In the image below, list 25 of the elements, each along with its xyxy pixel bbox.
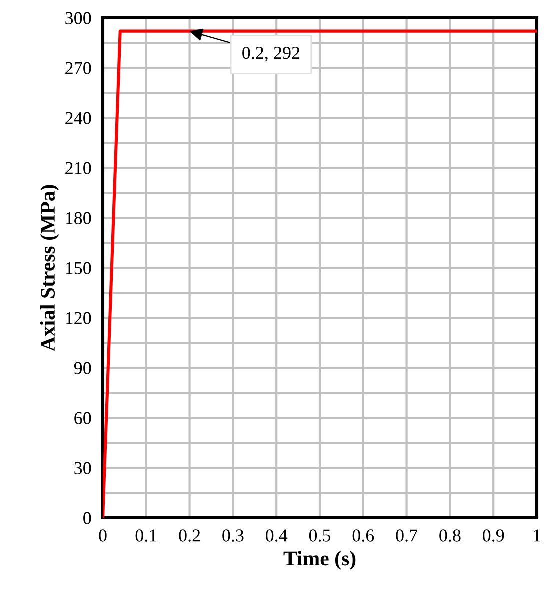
annotation: 0.2, 292: [242, 47, 300, 62]
y-tick-label: 270: [66, 62, 92, 74]
x-tick-label: 0.4: [266, 530, 288, 542]
x-tick-label: 0.9: [483, 530, 504, 542]
x-tick-label: 1: [534, 530, 540, 542]
x-tick-label: 0.2: [179, 530, 200, 542]
y-tick-label: 0: [84, 512, 92, 524]
y-axis-title: Axial Stress (MPa): [40, 185, 60, 352]
y-tick-label: 150: [66, 262, 92, 274]
x-tick-label: 0: [99, 530, 107, 542]
x-tick-label: 0.8: [440, 530, 461, 542]
y-tick-label: 240: [66, 112, 92, 124]
y-tick-label: 120: [66, 312, 92, 324]
y-tick-label: 90: [74, 362, 92, 374]
y-tick-label: 210: [66, 162, 92, 174]
y-tick-label: 300: [66, 12, 92, 24]
x-tick-label: 0.5: [309, 530, 331, 542]
y-tick-label: 30: [74, 462, 92, 474]
y-tick-label: 60: [74, 412, 92, 424]
x-axis-title: Time (s): [284, 551, 356, 570]
x-tick-label: 0.6: [352, 530, 374, 542]
y-tick-label: 180: [66, 212, 92, 224]
x-tick-label: 0.3: [222, 530, 244, 542]
x-tick-label: 0.1: [136, 530, 157, 542]
x-tick-label: 0.7: [396, 530, 418, 542]
